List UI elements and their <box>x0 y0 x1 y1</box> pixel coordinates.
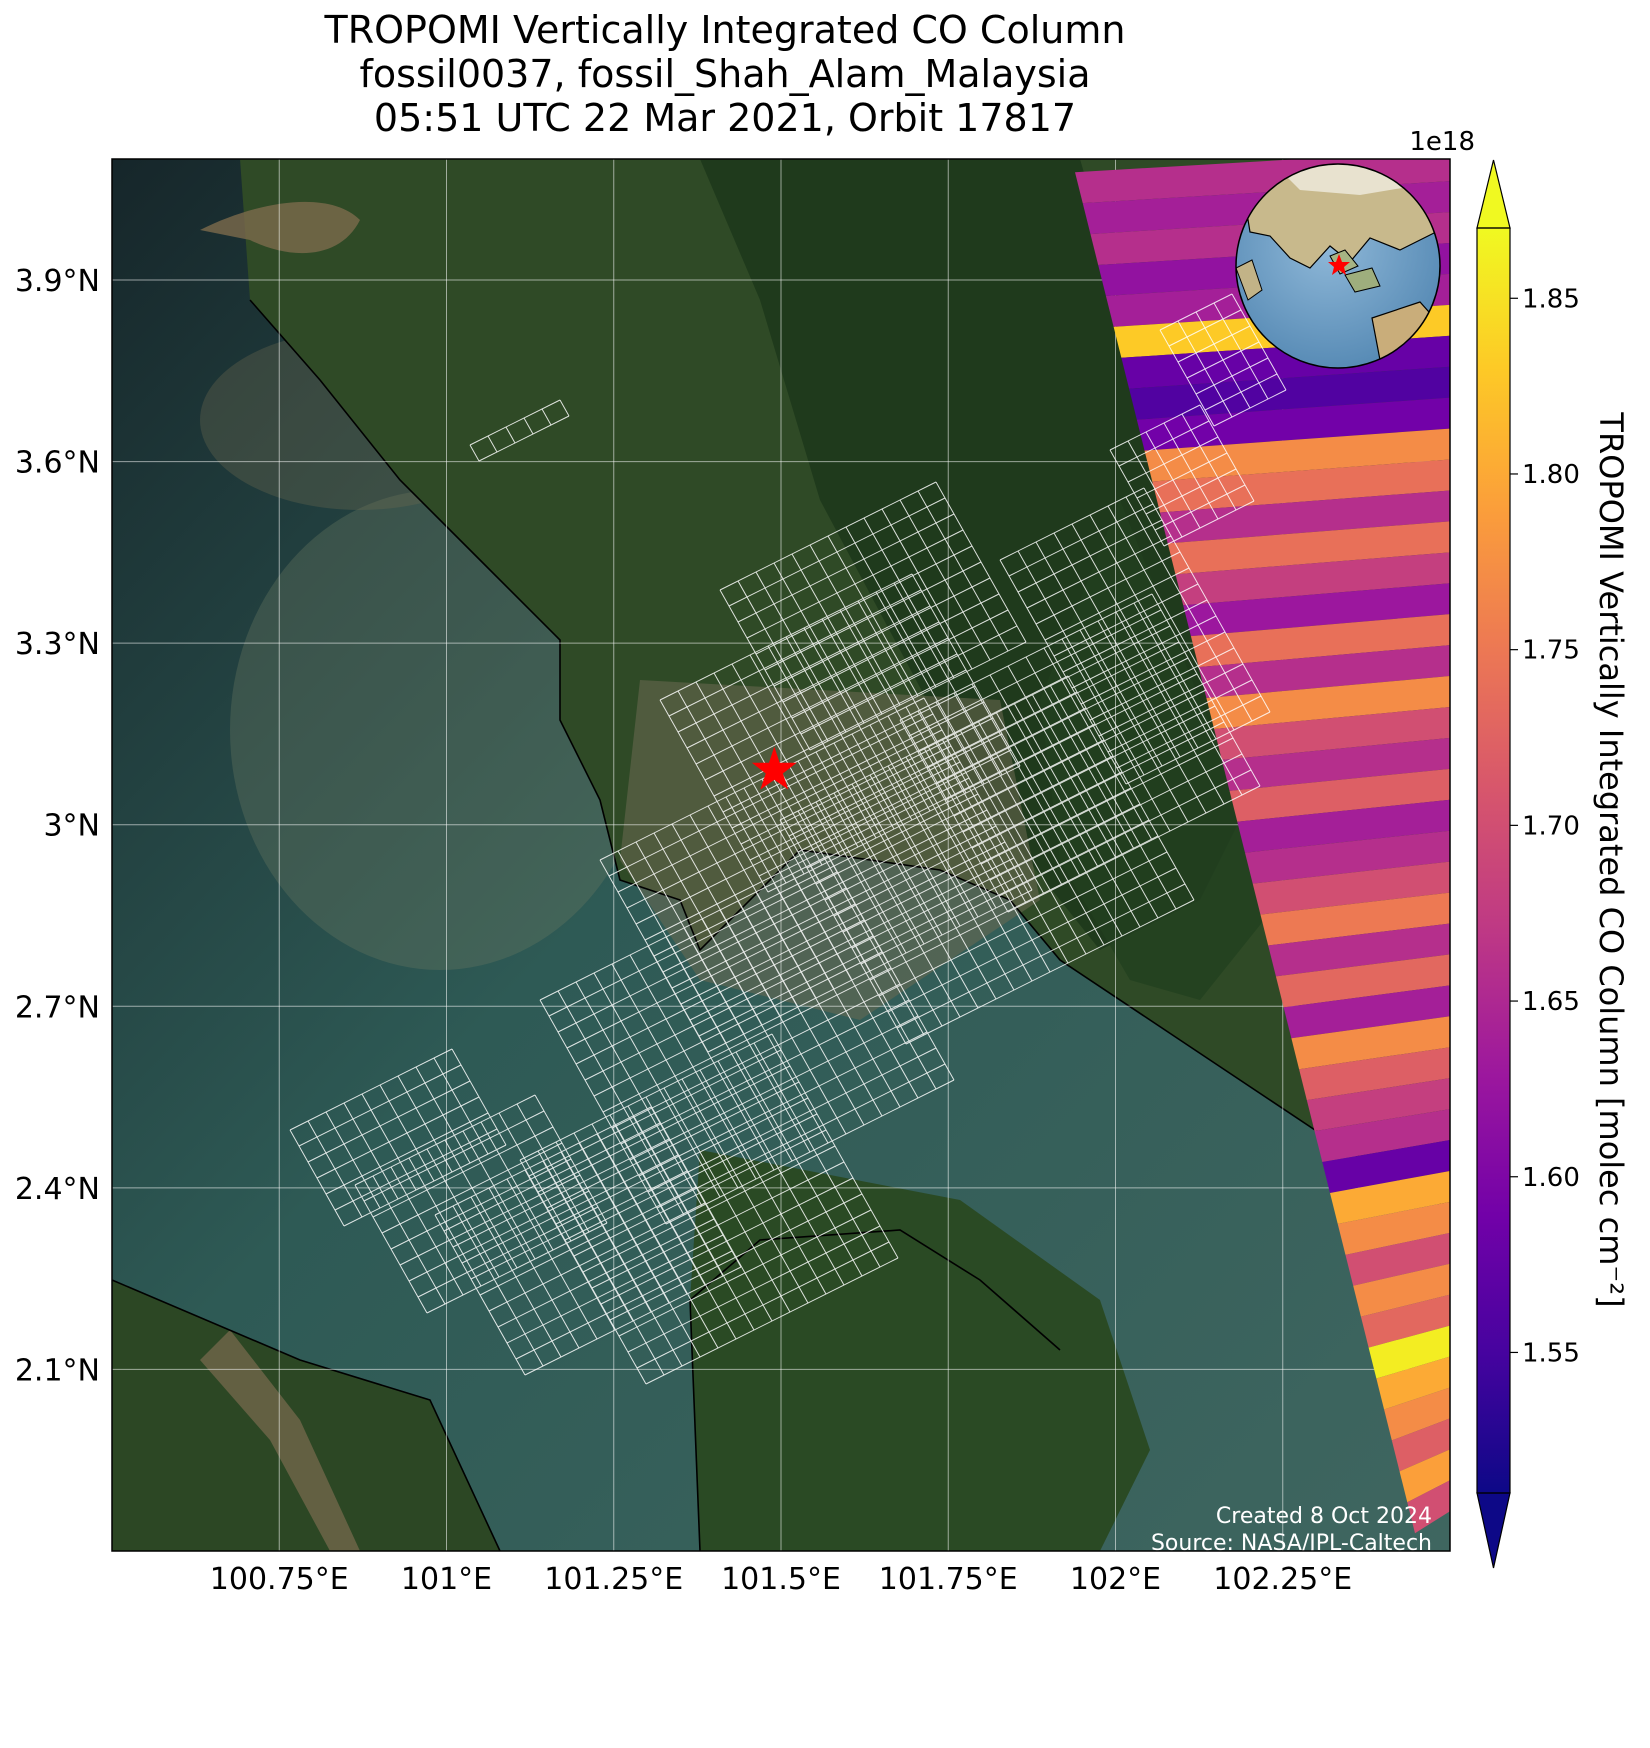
lon-tick-label: 102.25°E <box>1213 1562 1352 1597</box>
lat-tick-label: 2.7°N <box>15 990 100 1025</box>
longitude-tick-labels: 100.75°E 101°E 101.25°E 101.5°E 101.75°E 102°… <box>210 1562 1352 1597</box>
swath-pixel <box>1337 1201 1450 1255</box>
lat-tick-label: 3.9°N <box>15 264 100 299</box>
lat-tick-label: 3.6°N <box>15 446 100 481</box>
swath-pixel <box>1144 428 1450 482</box>
colorbar: 1.55 1.60 1.65 1.70 1.75 1.80 1.85 1e18 TROPOM… <box>1409 127 1630 1569</box>
lon-tick-label: 101.75°E <box>879 1562 1018 1597</box>
lon-tick-label: 101.5°E <box>721 1562 841 1597</box>
colorbar-tick-label: 1.55 <box>1522 1338 1580 1368</box>
swath-pixel <box>1167 521 1450 575</box>
lon-tick-label: 101°E <box>401 1562 492 1597</box>
map-frame <box>111 158 1451 1552</box>
swath-pixel <box>1136 397 1450 451</box>
swath-pixel <box>1407 1480 1450 1534</box>
lon-tick-label: 102°E <box>1070 1562 1161 1597</box>
colorbar-exponent: 1e18 <box>1409 127 1475 157</box>
swath-pixel <box>1360 1294 1450 1348</box>
lat-tick-label: 2.1°N <box>15 1353 100 1388</box>
colorbar-tick-label: 1.75 <box>1522 636 1580 666</box>
latitude-tick-labels: 2.1°N 2.4°N 2.7°N 3°N 3.3°N 3.6°N 3.9°N <box>15 264 100 1388</box>
swath-pixel <box>1206 676 1450 729</box>
colorbar-tick-label: 1.60 <box>1522 1163 1580 1193</box>
swath-pixel <box>1306 1078 1450 1132</box>
swath-pixel <box>1368 1325 1450 1379</box>
swath-pixel <box>1330 1170 1450 1224</box>
lat-tick-label: 2.4°N <box>15 1172 100 1207</box>
lon-tick-label: 100.75°E <box>210 1562 349 1597</box>
swath-pixel <box>1229 768 1450 822</box>
swath-pixel <box>1252 861 1450 915</box>
swath-pixel <box>1391 1418 1450 1472</box>
swath-pixel <box>1345 1232 1450 1286</box>
swath-pixel <box>1353 1263 1450 1317</box>
swath-pixel <box>1152 459 1450 513</box>
swath-pixel <box>1275 954 1450 1008</box>
swath-pixel <box>1260 892 1450 946</box>
chart-subtitle: fossil0037, fossil_Shah_Alam_Malaysia <box>359 52 1091 96</box>
swath-pixel <box>1175 552 1450 606</box>
swath-pixel <box>1384 1387 1450 1441</box>
swath-pixel <box>1221 737 1450 791</box>
swath-pixel <box>1268 923 1450 977</box>
colorbar-tick-label: 1.85 <box>1522 284 1580 314</box>
swath-pixel <box>1322 1140 1450 1193</box>
swath-pixel <box>1245 830 1450 884</box>
chart-title: TROPOMI Vertically Integrated CO Column <box>324 8 1126 52</box>
swath-pixel <box>1198 645 1450 699</box>
colorbar-tick-label: 1.80 <box>1522 460 1580 490</box>
swath-pixel <box>1214 706 1450 760</box>
colorbar-ticks: 1.55 1.60 1.65 1.70 1.75 1.80 1.85 <box>1510 284 1580 1368</box>
lon-tick-label: 101.25°E <box>544 1562 683 1597</box>
lat-tick-label: 3.3°N <box>15 627 100 662</box>
swath-pixel <box>1299 1047 1450 1101</box>
colorbar-label: TROPOMI Vertically Integrated CO Column … <box>1592 411 1630 1307</box>
swath-pixel <box>1376 1356 1450 1410</box>
swath-pixel <box>1190 614 1450 668</box>
globe-inset <box>1235 163 1441 369</box>
lat-tick-label: 3°N <box>43 809 100 844</box>
swath-pixel <box>1314 1109 1450 1163</box>
credit-created: Created 8 Oct 2024 <box>1216 1504 1432 1529</box>
chart-timestamp: 05:51 UTC 22 Mar 2021, Orbit 17817 <box>373 96 1077 140</box>
site-star-icon <box>751 746 797 790</box>
colorbar-tick-label: 1.70 <box>1522 811 1580 841</box>
swath-pixel <box>1291 1016 1450 1070</box>
swath-pixel <box>1160 490 1450 544</box>
swath-pixel <box>1129 366 1450 420</box>
swath-pixel <box>1283 985 1450 1039</box>
swath-pixel <box>1183 583 1450 637</box>
swath-pixel <box>1237 799 1450 853</box>
footprint-grids <box>289 293 1287 1385</box>
colorbar-tick-label: 1.65 <box>1522 987 1580 1017</box>
satellite-basemap: Created 8 Oct 2024 Source: NASA/JPL-Calt… <box>112 159 1450 1556</box>
credit-source: Source: NASA/JPL-Caltech <box>1151 1531 1432 1556</box>
swath-pixel <box>1399 1449 1450 1503</box>
